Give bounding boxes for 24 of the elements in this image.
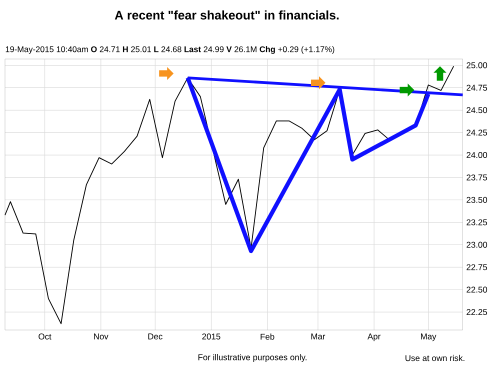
y-tick-label: 22.75 [466,264,488,270]
y-tick-label: 24.00 [466,152,488,158]
y-tick-label: 24.75 [466,84,488,91]
x-tick-label: May [421,334,436,342]
y-tick-label: 22.50 [466,286,488,293]
y-tick-label: 22.25 [466,309,488,316]
y-tick-label: 23.50 [466,196,488,203]
x-tick-label: Mar [311,334,326,340]
y-tick-label: 23.75 [466,174,488,180]
text: For illustrative purposes only. [198,354,306,362]
text: Use at own risk. [406,354,464,362]
x-tick-label: Dec [148,334,162,340]
y-tick-label: 24.50 [466,107,488,114]
x-tick-label: Feb [260,334,274,340]
chart-title: A recent "fear shakeout" in financials. [114,10,339,20]
x-tick-label: 2015 [202,334,220,340]
y-tick-label: 23.00 [466,242,488,248]
x-tick-label: Oct [38,334,52,340]
y-tick-label: 25.00 [466,62,488,68]
x-tick-label: Apr [367,334,380,342]
y-tick-label: 23.25 [466,219,488,226]
x-tick-label: Nov [94,334,108,340]
text: 19-May-2015 10:40am O 24.71 H 25.01 L 24.68 Last 24.99 V 26.1M Chg +0.29 (+1.17%) [6,46,334,54]
y-tick-label: 24.25 [466,130,488,136]
